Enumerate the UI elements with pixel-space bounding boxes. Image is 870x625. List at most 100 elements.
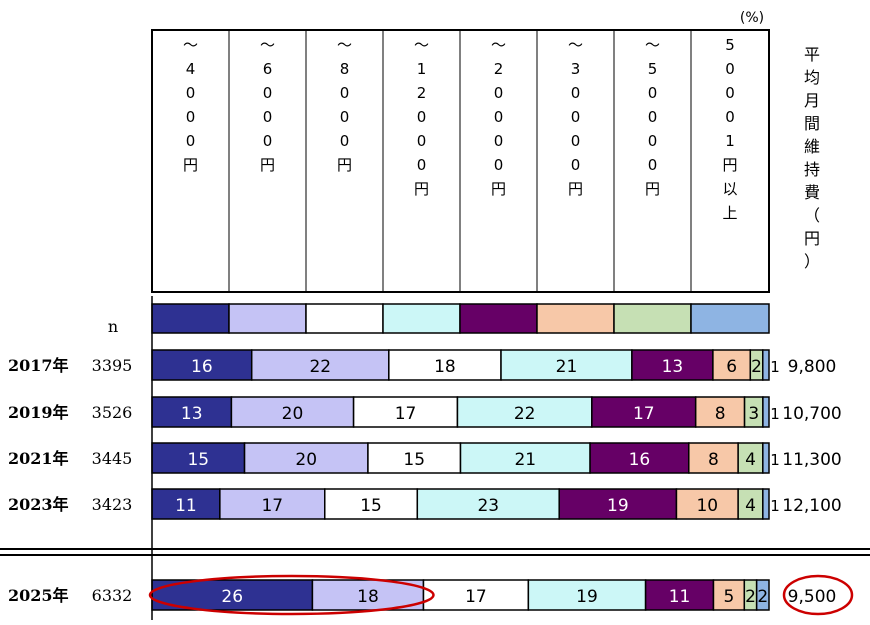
header-label-5: ～ 2 0 0 0 0 円 xyxy=(491,36,506,198)
bar-data-label: 19 xyxy=(607,496,629,516)
legend-swatch-3 xyxy=(305,303,384,334)
row-year-label: 2023年 xyxy=(8,495,69,514)
bar-data-label: 11 xyxy=(669,587,691,607)
row-average-label: 12,100 xyxy=(782,496,841,516)
bar-segment xyxy=(675,488,739,520)
header-label-7: ～ 5 0 0 0 0 円 xyxy=(645,36,660,198)
bar-segment xyxy=(762,488,770,520)
bar-data-label: 26 xyxy=(221,587,243,607)
bar-data-label: 4 xyxy=(745,496,756,516)
legend-swatch-6 xyxy=(536,303,615,334)
row-n-label: 3423 xyxy=(92,495,133,514)
bar-data-label: 15 xyxy=(187,450,209,470)
bar-segment xyxy=(230,396,355,428)
bar-data-label: 18 xyxy=(434,357,456,377)
unit-note: (%) xyxy=(740,10,764,26)
bar-data-label: 3 xyxy=(748,404,759,424)
bar-data-label: 22 xyxy=(309,357,331,377)
legend-swatch-8 xyxy=(690,303,770,334)
row-year-label: 2021年 xyxy=(8,449,69,468)
bar-data-label: 20 xyxy=(295,450,317,470)
bar-segment xyxy=(459,442,591,474)
bar-row-2023年: 2023年 3423 11 17 15 23 19 10 4 1 12,100 xyxy=(8,488,842,520)
bar-segment xyxy=(151,349,253,381)
bar-data-label: 2 xyxy=(757,587,768,607)
bar-data-label: 6 xyxy=(726,357,737,377)
bar-data-label: 10 xyxy=(696,496,718,516)
row-average-label: 9,500 xyxy=(788,587,837,607)
bar-segment xyxy=(737,488,764,520)
category-header-table: ～ 4 0 0 0 円 ～ 6 0 0 0 円 ～ 8 0 0 0 円 ～ 1 2 0 0 0 円 ～ 2 0 0 0 0 円 ～ 3 0 0 0 0 円 ～… xyxy=(151,29,770,293)
bar-segment xyxy=(694,396,746,428)
bar-segment xyxy=(762,349,770,381)
legend-swatch-1 xyxy=(151,303,230,334)
bar-segment xyxy=(416,488,560,520)
legend-swatches xyxy=(151,303,770,334)
header-label-1: ～ 4 0 0 0 円 xyxy=(183,36,198,174)
bar-segment xyxy=(456,396,593,428)
row-n-label: 6332 xyxy=(92,586,133,605)
bar-segment xyxy=(250,349,390,381)
bar-segment xyxy=(762,442,770,474)
bar-data-label: 15 xyxy=(360,496,382,516)
bar-segment xyxy=(631,349,714,381)
row-year-label: 2017年 xyxy=(8,356,69,375)
bar-data-label: 16 xyxy=(191,357,213,377)
bar-data-label: 11 xyxy=(175,496,197,516)
bar-row-2021年: 2021年 3445 15 20 15 21 16 8 4 1 11,300 xyxy=(8,442,842,474)
average-cost-header: 平均月間維持費（円） xyxy=(804,45,820,271)
bar-segment xyxy=(755,579,770,611)
bar-segment xyxy=(388,349,502,381)
row-year-label: 2019年 xyxy=(8,403,69,422)
bar-data-label: 15 xyxy=(403,450,425,470)
bar-data-label: 5 xyxy=(723,587,734,607)
highlight-ellipse-average xyxy=(782,574,854,616)
highlight-ellipse-low-cost xyxy=(148,574,435,616)
bar-data-label: 18 xyxy=(357,587,379,607)
axis-lines xyxy=(0,296,870,620)
header-label-6: ～ 3 0 0 0 0 円 xyxy=(568,36,583,198)
bar-data-label: 13 xyxy=(662,357,684,377)
bar-data-label: 2 xyxy=(745,587,756,607)
bar-data-label: 22 xyxy=(514,404,536,424)
bar-data-label: 1 xyxy=(770,358,780,376)
bar-data-label: 23 xyxy=(477,496,499,516)
bar-row-2019年: 2019年 3526 13 20 17 22 17 8 3 1 10,700 xyxy=(8,396,842,428)
row-average-label: 10,700 xyxy=(782,404,841,424)
legend-swatch-7 xyxy=(613,303,692,334)
row-year-label: 2025年 xyxy=(8,586,69,605)
bar-data-label: 1 xyxy=(770,497,780,515)
bar-data-label: 1 xyxy=(770,405,780,423)
row-average-label: 11,300 xyxy=(782,450,841,470)
bar-data-label: 8 xyxy=(715,404,726,424)
bar-data-label: 16 xyxy=(629,450,651,470)
bar-row-2025年: 2025年 6332 26 18 17 19 11 5 2 2 9,500 xyxy=(8,579,837,611)
legend-swatch-2 xyxy=(228,303,307,334)
bar-segment xyxy=(589,442,690,474)
bar-data-label: 20 xyxy=(282,404,304,424)
bar-segment xyxy=(243,442,369,474)
avg-header-label: 平均月間維持費（円） xyxy=(804,45,820,271)
row-n-label: 3445 xyxy=(92,449,133,468)
header-label-3: ～ 8 0 0 0 円 xyxy=(337,36,352,174)
bar-segment xyxy=(151,442,246,474)
bar-data-label: 17 xyxy=(633,404,655,424)
header-label-8: 5 0 0 0 1 円以上 xyxy=(722,36,737,222)
bar-data-label: 1 xyxy=(770,451,780,469)
bar-segment xyxy=(151,488,221,520)
bar-data-label: 17 xyxy=(261,496,283,516)
header-label-4: ～ 1 2 0 0 0 円 xyxy=(414,36,429,198)
header-label-2: ～ 6 0 0 0 円 xyxy=(260,36,275,174)
bar-segment xyxy=(558,488,678,520)
bar-data-label: 2 xyxy=(751,357,762,377)
bar-segment xyxy=(367,442,462,474)
bar-segment xyxy=(422,579,530,611)
legend-swatch-4 xyxy=(382,303,461,334)
bar-data-label: 17 xyxy=(465,587,487,607)
bar-data-label: 21 xyxy=(514,450,536,470)
row-n-label: 3395 xyxy=(92,356,133,375)
bar-data-label: 4 xyxy=(745,450,756,470)
legend-swatch-5 xyxy=(459,303,538,334)
